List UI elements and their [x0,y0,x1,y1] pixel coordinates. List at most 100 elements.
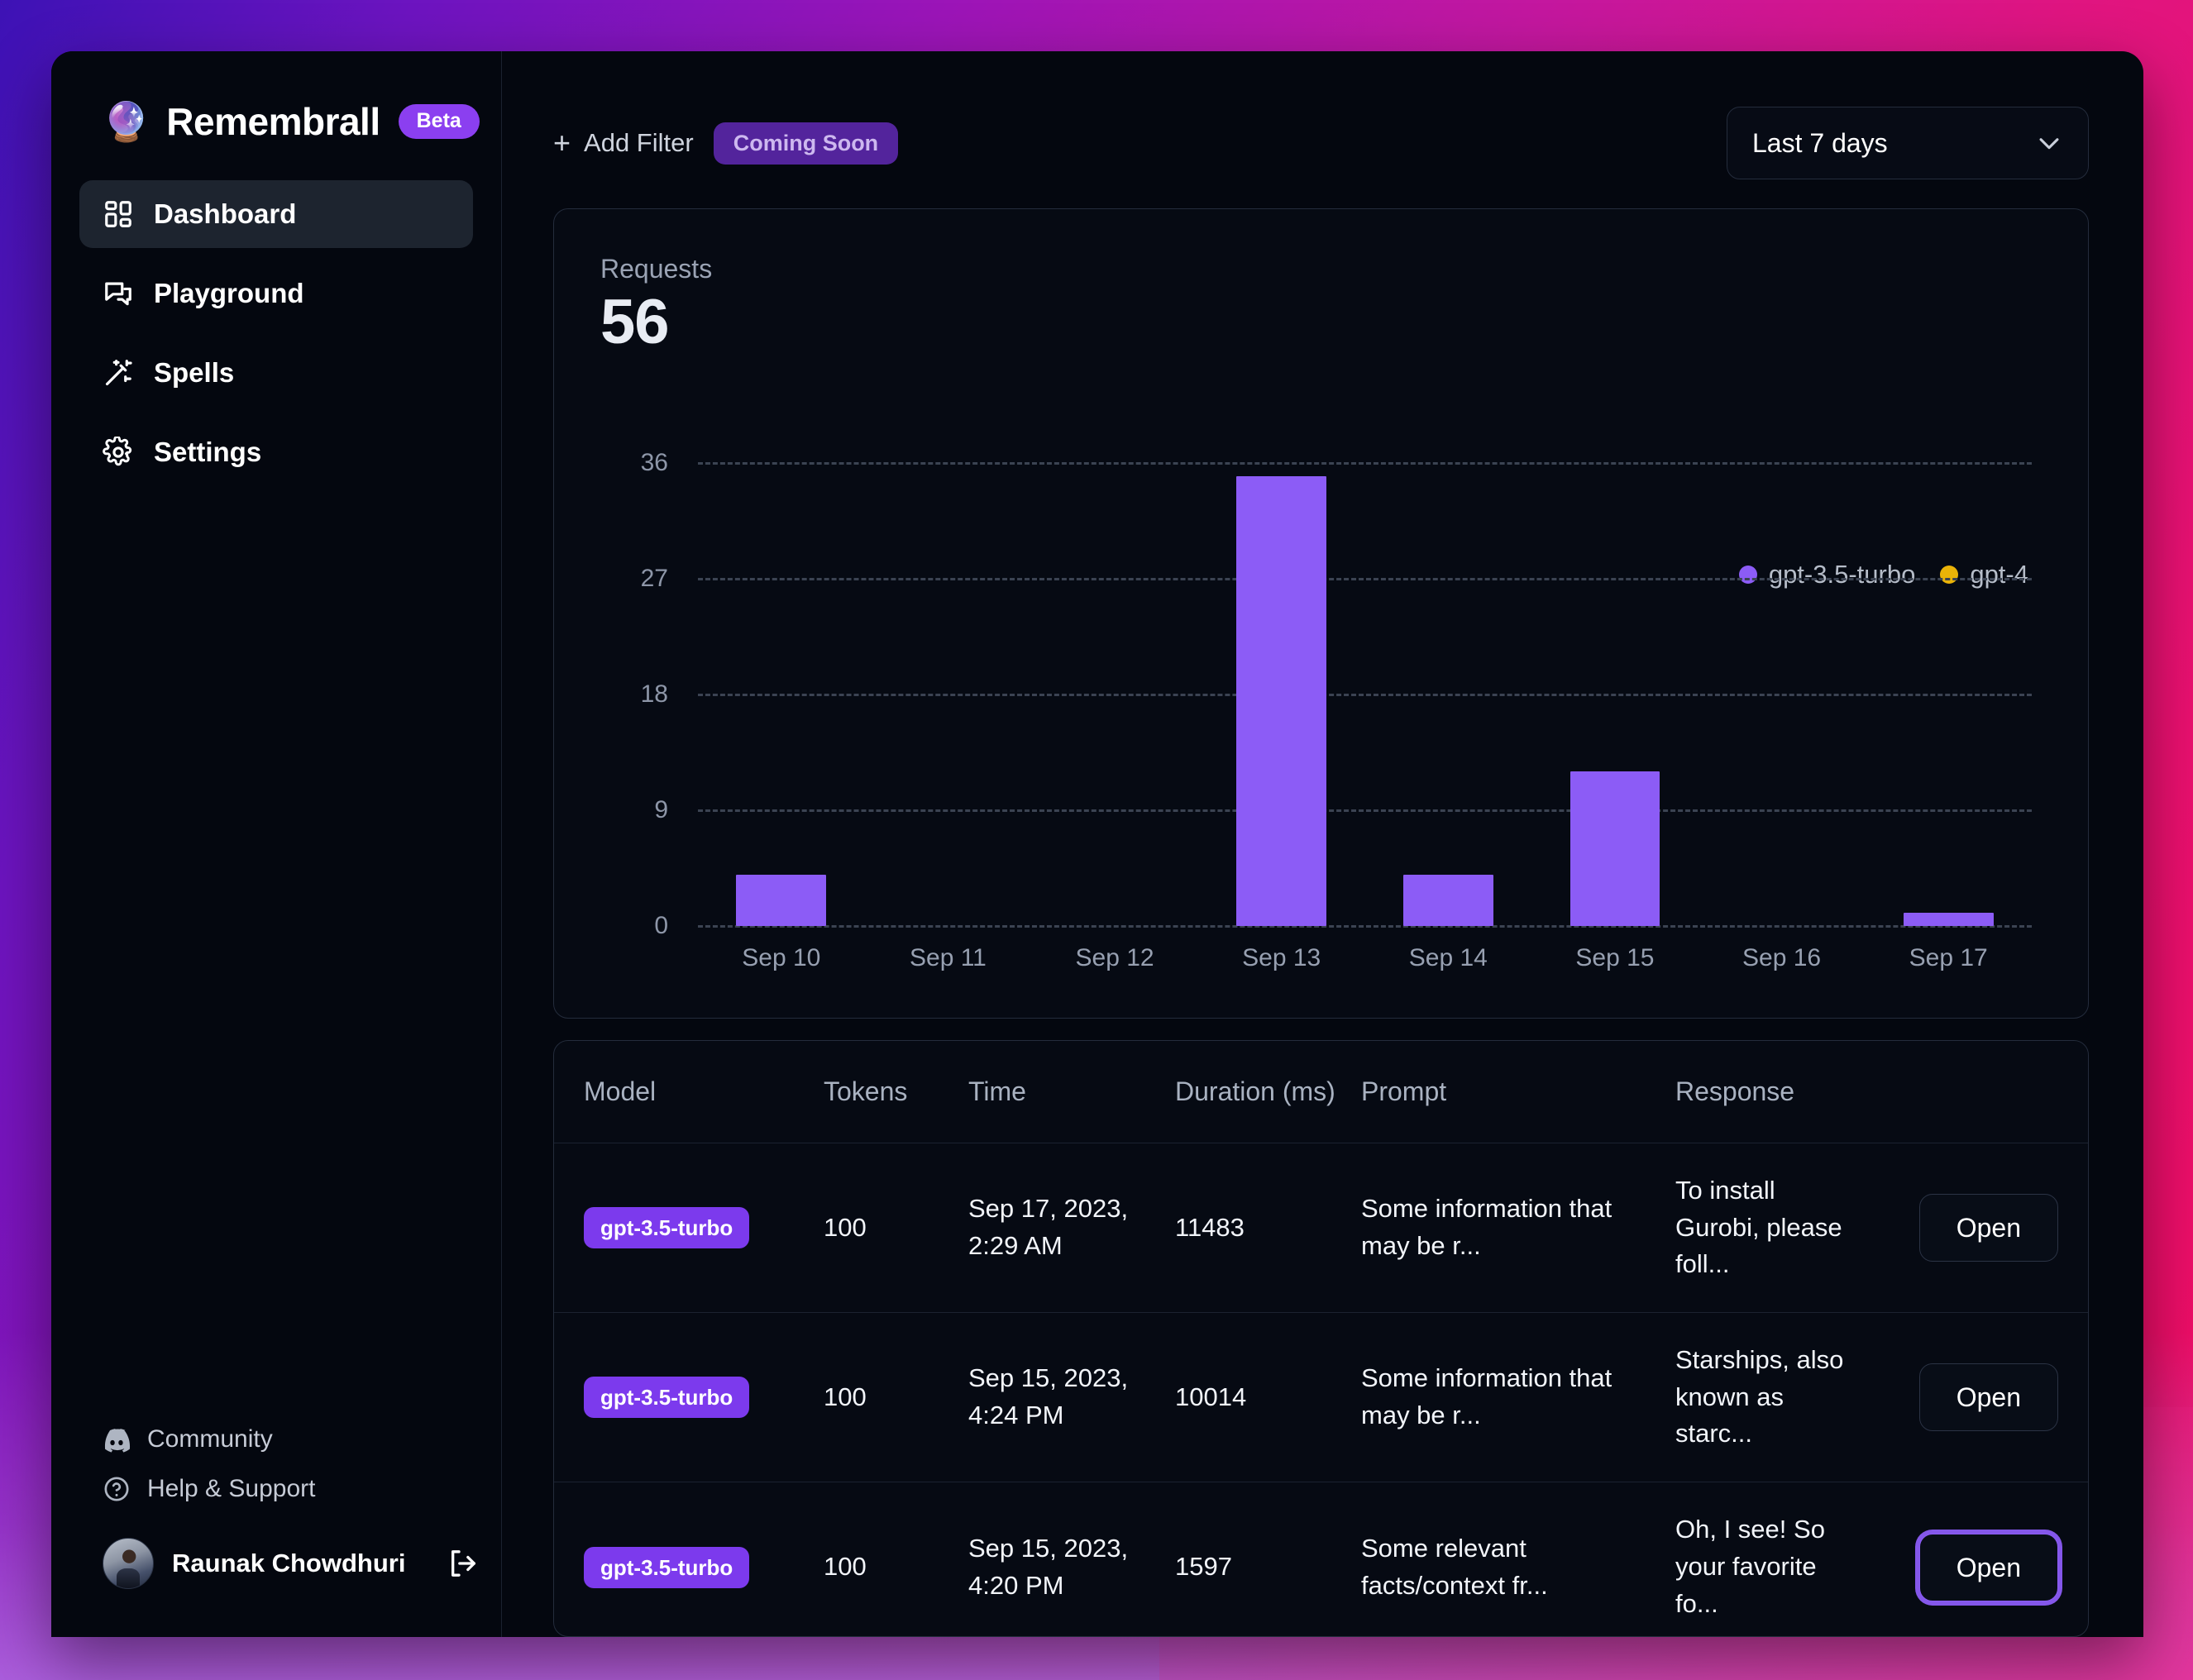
sidebar-item-community[interactable]: Community [103,1425,501,1453]
x-axis-tick: Sep 14 [1408,944,1488,971]
chart-bar-slot[interactable] [1198,463,1365,926]
chart-bar[interactable] [1570,771,1660,926]
date-range-select[interactable]: Last 7 days [1727,107,2089,179]
gridline [698,578,2032,580]
model-badge: gpt-3.5-turbo [584,1207,750,1248]
logout-icon[interactable] [447,1547,480,1580]
column-header-model: Model [584,1076,657,1106]
sidebar-footer-label: Help & Support [147,1475,316,1502]
gridline [698,694,2032,696]
cell-response: To install Gurobi, please foll... [1675,1175,1842,1279]
chart-bar-slot[interactable] [1865,463,2032,926]
sidebar-item-spells[interactable]: Spells [79,339,473,407]
cell-duration: 1597 [1175,1552,1232,1582]
chart-bar-slot[interactable] [1698,463,1866,926]
open-button[interactable]: Open [1918,1363,2058,1431]
column-header-time: Time [968,1076,1026,1106]
cell-action: Open [1868,1363,2058,1431]
cell-tokens: 100 [824,1212,867,1242]
avatar [103,1538,154,1589]
chart-bar-slot[interactable] [1531,463,1698,926]
y-axis-tick: 27 [640,565,668,592]
app-window: 🔮 Remembrall Beta Dashboard [51,51,2143,1637]
date-range-value: Last 7 days [1752,127,1888,158]
gridline [698,809,2032,812]
cell-response: Starships, also known as starc... [1675,1344,1844,1449]
question-circle-icon [103,1475,131,1503]
sidebar-footer-label: Community [147,1425,273,1453]
cell-time: Sep 15, 2023, 4:24 PM [968,1363,1129,1429]
legend-label: gpt-3.5-turbo [1768,560,1916,589]
brand-name: Remembrall [166,100,380,143]
chart-y-axis: 0 9 18 27 36 [600,449,668,939]
requests-label: Requests [600,254,713,284]
coming-soon-badge: Coming Soon [713,122,899,165]
cell-action: Open [1868,1194,2058,1262]
sidebar-item-label: Dashboard [154,198,297,229]
open-button[interactable]: Open [1918,1533,2058,1601]
x-axis-tick: Sep 10 [742,944,821,971]
add-filter-label: Add Filter [584,128,694,157]
table-row[interactable]: gpt-3.5-turbo 100 Sep 17, 2023, 2:29 AM 114… [554,1143,2088,1313]
sidebar-item-help-support[interactable]: Help & Support [103,1475,501,1503]
sidebar-item-playground[interactable]: Playground [79,260,473,327]
sidebar-item-settings[interactable]: Settings [79,418,473,486]
table-row[interactable]: gpt-3.5-turbo 100 Sep 15, 2023, 4:20 PM 159… [554,1482,2088,1636]
chart-bar[interactable] [1402,874,1493,926]
sidebar-item-label: Playground [154,278,304,308]
table-header-row: Model Tokens Time Duration (ms) Prompt R… [554,1041,2088,1143]
sidebar-footer: Community Help & Support Raunak Chowdhur… [51,1425,501,1637]
x-axis-tick: Sep 11 [910,944,987,971]
requests-table: Model Tokens Time Duration (ms) Prompt R… [553,1040,2089,1637]
cell-duration: 10014 [1175,1382,1247,1411]
chart-bar-slot[interactable] [1031,463,1198,926]
column-header-tokens: Tokens [824,1076,908,1106]
legend-label: gpt-4 [1970,560,2028,589]
gear-icon [103,437,134,468]
main-content: + Add Filter Coming Soon Last 7 days Req… [502,51,2143,1637]
sidebar: 🔮 Remembrall Beta Dashboard [51,51,502,1637]
x-axis-tick: Sep 12 [1075,944,1154,971]
beta-badge: Beta [398,104,480,139]
column-header-duration: Duration (ms) [1175,1076,1335,1106]
brand: 🔮 Remembrall Beta [51,51,501,144]
cell-prompt: Some information that may be r... [1361,1194,1612,1260]
cell-duration: 11483 [1175,1212,1245,1242]
plus-icon: + [553,126,571,160]
cell-tokens: 100 [824,1552,867,1582]
model-badge: gpt-3.5-turbo [584,1546,750,1588]
chart-bar[interactable] [1236,475,1327,926]
add-filter-button[interactable]: + Add Filter [553,128,694,158]
x-axis-tick: Sep 15 [1575,944,1655,971]
cell-time: Sep 17, 2023, 2:29 AM [968,1194,1129,1260]
legend-entry[interactable]: gpt-4 [1940,560,2028,589]
cell-model: gpt-3.5-turbo [584,1546,824,1588]
cell-model: gpt-3.5-turbo [584,1207,824,1248]
chart-plot: 0 9 18 27 36 Sep 10 Sep 11 Sep 12 Sep 13 Sep 14 S… [600,449,2038,971]
sidebar-spacer [51,498,501,1425]
open-button[interactable]: Open [1918,1194,2058,1262]
cell-action: Open [1868,1533,2058,1601]
toolbar: + Add Filter Coming Soon Last 7 days [553,98,2089,189]
legend-entry[interactable]: gpt-3.5-turbo [1738,560,1916,589]
chart-bar-slot[interactable] [698,463,865,926]
chart-bar[interactable] [736,874,827,926]
table-row[interactable]: gpt-3.5-turbo 100 Sep 15, 2023, 4:24 PM 100… [554,1313,2088,1482]
user-row[interactable]: Raunak Chowdhuri [103,1538,501,1637]
chart-bar[interactable] [1903,913,1994,926]
sidebar-nav: Dashboard Playground [51,180,501,498]
gridline [698,462,2032,465]
gridline [698,925,2032,928]
chevron-down-icon [2035,129,2063,157]
column-header-response: Response [1675,1076,1795,1106]
x-axis-tick: Sep 16 [1742,944,1822,971]
column-header-prompt: Prompt [1361,1076,1447,1106]
user-name: Raunak Chowdhuri [172,1549,406,1577]
chart-bar-slot[interactable] [865,463,1032,926]
chat-icon [103,278,134,309]
y-axis-tick: 18 [640,680,668,708]
chart-bar-slot[interactable] [1365,463,1532,926]
discord-icon [103,1425,131,1453]
sidebar-item-dashboard[interactable]: Dashboard [79,180,473,248]
chart-bars [698,463,2032,926]
